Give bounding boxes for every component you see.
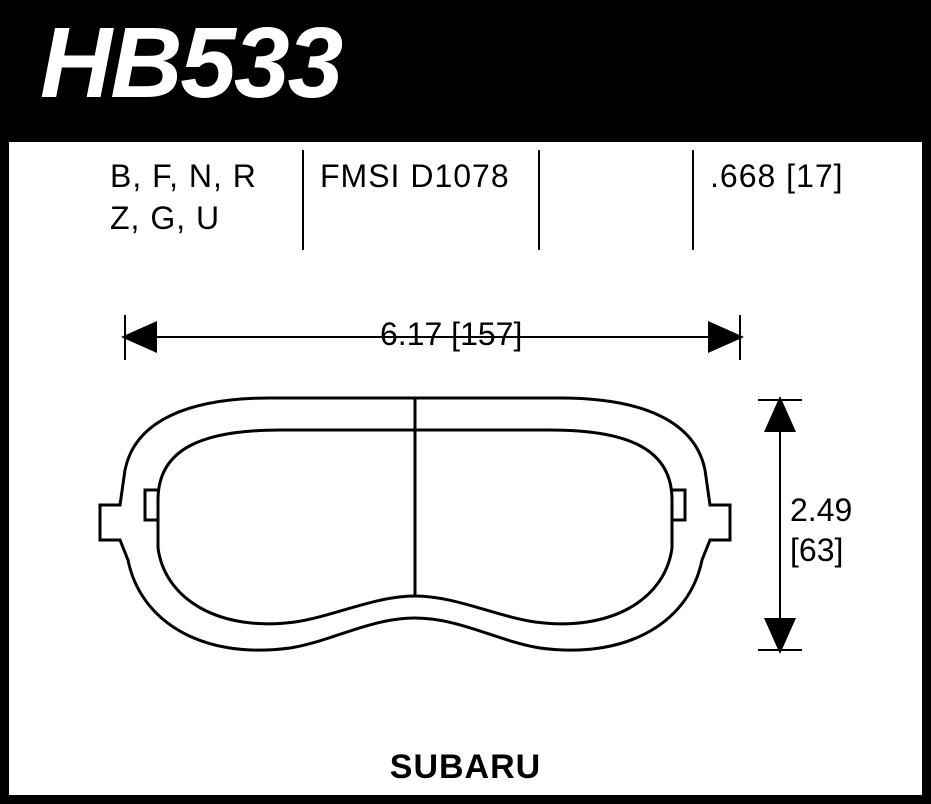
brake-pad-drawing bbox=[0, 0, 931, 804]
brake-pad-outline bbox=[100, 398, 730, 650]
height-dimension-line bbox=[758, 400, 802, 650]
width-dimension-line bbox=[125, 315, 740, 360]
